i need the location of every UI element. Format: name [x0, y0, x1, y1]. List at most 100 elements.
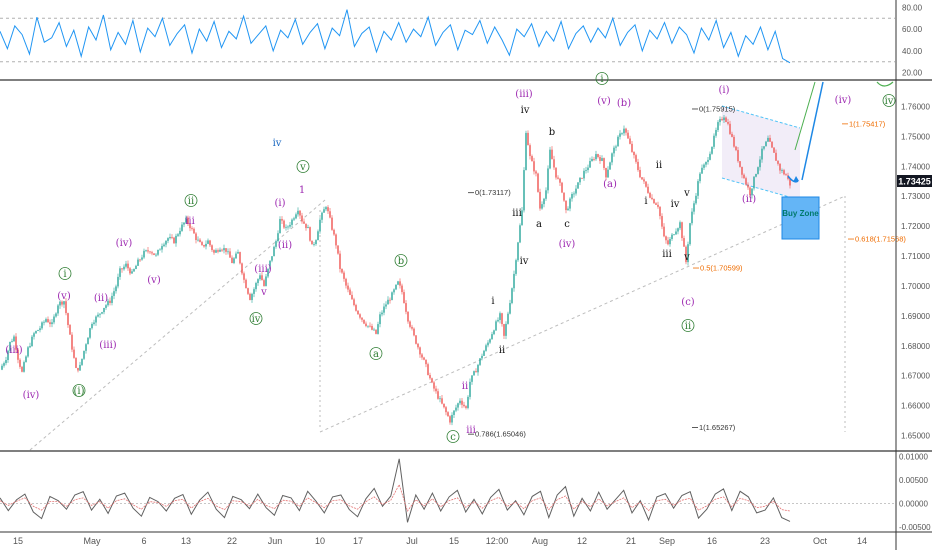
candle-body [173, 237, 175, 244]
candle-body [469, 381, 471, 397]
wave-label: (a) [603, 179, 617, 190]
time-tick-label: 17 [353, 536, 363, 546]
candle-body [419, 347, 421, 355]
price-tick-label: 1.72000 [901, 222, 930, 231]
candle-body [19, 359, 21, 367]
candle-body [213, 250, 215, 253]
price-panel[interactable]: 0(1.75915) 0(1.73117) 0.5(1.70599) 0.618(1.… [0, 72, 932, 451]
candle-body [735, 146, 737, 151]
candle-body [395, 284, 397, 290]
wave-label: c [450, 432, 456, 443]
candle-body [781, 170, 783, 171]
candle-body [259, 275, 261, 280]
candle-body [725, 117, 727, 122]
candle-body [551, 149, 553, 160]
candle-body [789, 178, 791, 186]
candle-body [51, 322, 53, 325]
candle-body [29, 346, 31, 348]
wave-label: (iv) [116, 238, 133, 249]
candle-body [685, 246, 687, 263]
candle-body [37, 330, 39, 331]
candle-body [31, 336, 33, 347]
candle-body [713, 135, 715, 147]
candle-body [323, 209, 325, 213]
candle-body [783, 170, 785, 175]
candle-body [251, 293, 253, 300]
projection-blue [801, 81, 824, 181]
candle-body [53, 316, 55, 323]
wave-label: ii [499, 345, 505, 356]
candle-body [165, 240, 167, 245]
candle-body [649, 192, 651, 198]
wave-label: (ii) [742, 194, 756, 205]
candle-body [741, 166, 743, 175]
candle-body [325, 207, 327, 210]
candle-body [177, 234, 179, 236]
wave-label: iii [662, 249, 672, 260]
candle-body [203, 244, 205, 247]
projection-dip-arrow [793, 176, 799, 182]
candle-body [241, 263, 243, 274]
oscillator-panel[interactable]: 0.01000 0.00500 0.00000 -0.00500 [0, 452, 931, 532]
candle-body [601, 158, 603, 161]
candle-body [43, 321, 45, 323]
time-tick-label: Jul [406, 536, 418, 546]
candle-body [143, 250, 145, 258]
candle-body [491, 334, 493, 340]
candle-body [529, 145, 531, 157]
candle-body [347, 285, 349, 290]
candle-body [777, 160, 779, 164]
candle-body [27, 347, 29, 357]
candle-body [563, 192, 565, 201]
candle-body [267, 268, 269, 277]
candle-body [507, 313, 509, 324]
candle-body [367, 325, 369, 327]
candle-body [261, 275, 263, 281]
candle-body [587, 167, 589, 171]
candle-body [157, 249, 159, 255]
time-tick-label: 13 [181, 536, 191, 546]
candle-body [137, 259, 139, 266]
oscillator-tick-label: 0.00000 [899, 500, 928, 509]
candle-body [569, 198, 571, 209]
candle-body [345, 278, 347, 286]
wave-label: i [644, 196, 647, 207]
candle-body [423, 357, 425, 360]
rsi-tick-label: 20.00 [902, 69, 923, 78]
candle-body [289, 224, 291, 227]
candle-body [221, 249, 223, 251]
candle-body [375, 329, 377, 334]
candle-body [181, 224, 183, 231]
candle-body [611, 153, 613, 163]
buy-zone-box[interactable] [781, 196, 820, 240]
time-tick-label: Jun [268, 536, 283, 546]
trendline-1 [29, 199, 326, 451]
projection-green-curve [876, 81, 894, 87]
wave-label: i [600, 74, 603, 85]
rsi-background [0, 0, 895, 79]
rsi-panel[interactable]: 80.00 60.00 40.00 20.00 [0, 0, 923, 79]
candle-body [335, 234, 337, 246]
candle-body [461, 400, 463, 405]
candle-body [331, 217, 333, 230]
candle-body [511, 288, 513, 304]
current-price-label: 1.73425 [898, 177, 931, 187]
candle-body [769, 137, 771, 142]
candle-body [3, 363, 5, 366]
candle-body [757, 167, 759, 174]
price-tick-label: 1.75000 [901, 132, 930, 141]
candle-body [275, 241, 277, 247]
candle-body [333, 229, 335, 235]
candle-body [403, 292, 405, 304]
candle-body [119, 268, 121, 277]
candle-body [145, 250, 147, 252]
candle-body [691, 211, 693, 224]
candle-body [291, 219, 293, 225]
candle-body [33, 333, 35, 337]
oscillator-tick-label: 0.00500 [899, 476, 928, 485]
candle-body [191, 228, 193, 229]
candle-body [377, 324, 379, 334]
time-tick-label: Sep [659, 536, 675, 546]
oscillator-tick-label: -0.00500 [899, 523, 931, 532]
